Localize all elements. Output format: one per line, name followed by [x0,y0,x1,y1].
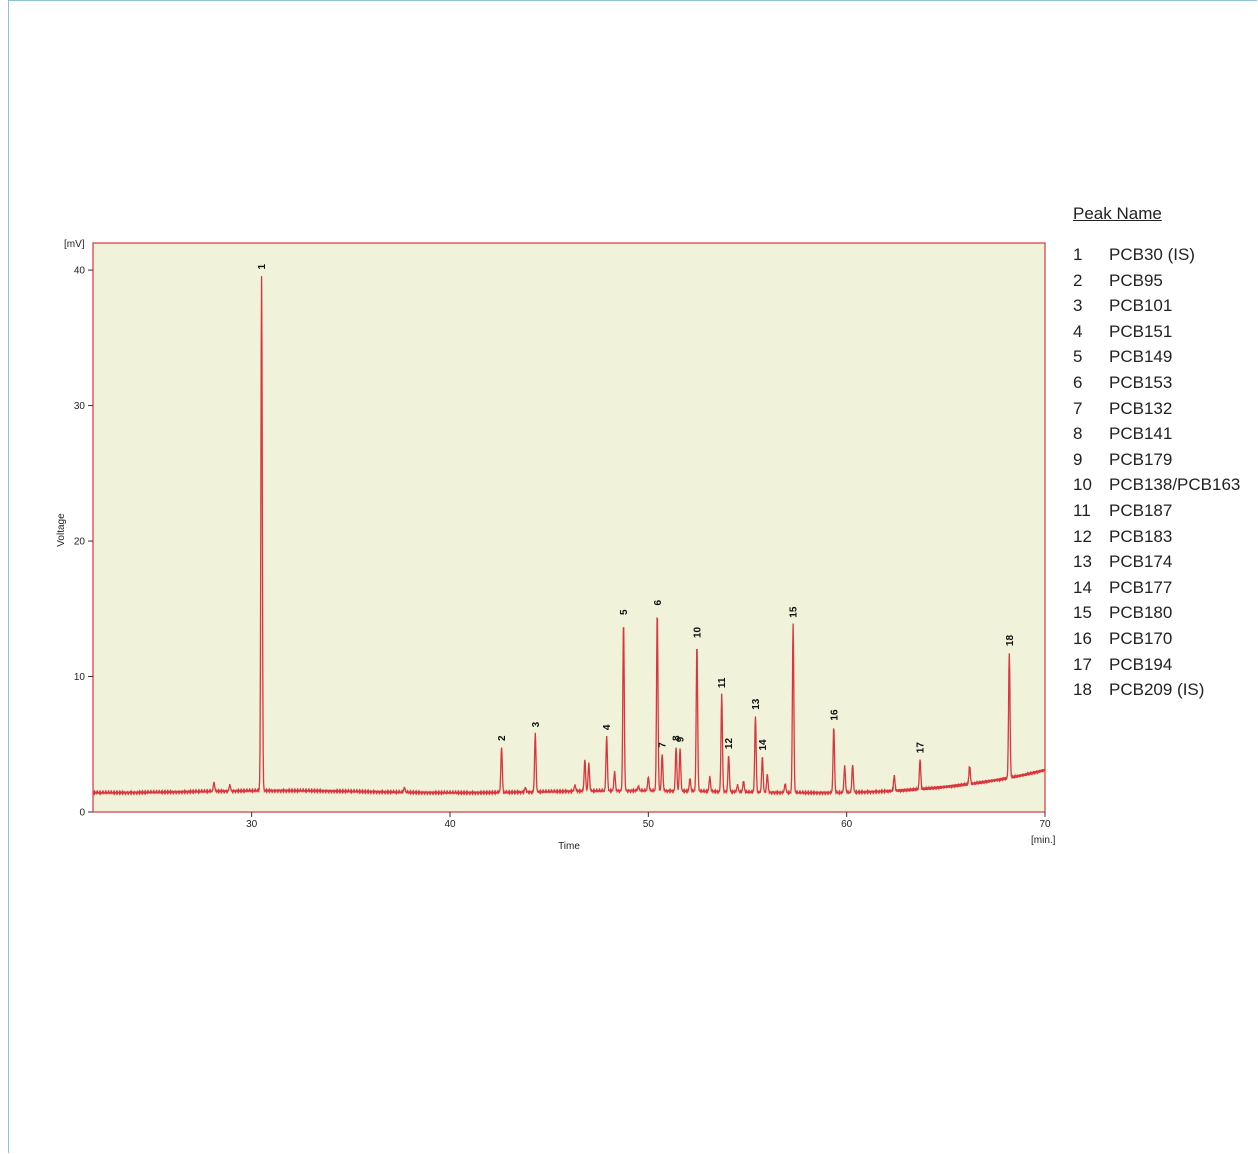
peak-label: 8 [672,735,683,741]
legend-item-name: PCB183 [1109,526,1173,546]
peak-label: 11 [717,677,728,688]
legend-item: 3 PCB101 [1073,293,1258,319]
legend-item-number: 6 [1073,372,1083,392]
y-axis-unit: [mV] [64,239,85,250]
x-axis-unit: [min.] [1031,835,1056,846]
legend-item: 10 PCB138/PCB163 [1073,472,1258,498]
legend-item-number: 3 [1073,296,1083,316]
x-tick-label: 50 [643,819,655,830]
legend-item-number: 11 [1073,500,1091,520]
peak-legend: Peak Name 1 PCB30 (IS) 2 PCB95 3 PCB101 4 PCB15… [1073,204,1258,703]
legend-item-number: 10 [1073,475,1092,495]
legend-item: 12 PCB183 [1073,524,1258,550]
y-axis-title: Voltage [56,513,67,547]
legend-item-name: PCB177 [1109,577,1173,597]
legend-item: 17 PCB194 [1073,652,1258,678]
legend-item-number: 7 [1073,398,1083,418]
peak-label: 9 [676,736,687,742]
x-axis-title: Time [558,841,580,852]
legend-item-name: PCB101 [1109,296,1173,316]
legend-item-number: 2 [1073,270,1083,290]
legend-item: 16 PCB170 [1073,626,1258,652]
peak-label: 18 [1005,635,1016,647]
legend-item: 4 PCB151 [1073,319,1258,345]
legend-item: 14 PCB177 [1073,575,1258,601]
legend-item: 15 PCB180 [1073,600,1258,626]
legend-item-name: PCB132 [1109,398,1173,418]
peak-label: 17 [916,742,927,754]
x-tick-label: 70 [1039,819,1051,830]
legend-item: 8 PCB141 [1073,421,1258,447]
legend-item-number: 12 [1073,526,1092,546]
legend-item-number: 5 [1073,347,1083,367]
peak-label: 7 [658,742,669,748]
peak-label: 1 [257,264,268,270]
legend-item-name: PCB174 [1109,552,1173,572]
x-tick-label: 40 [444,819,456,830]
y-tick-label: 40 [74,266,86,277]
peak-label: 13 [751,698,762,710]
legend-item-number: 8 [1073,424,1083,444]
legend-item: 13 PCB174 [1073,549,1258,575]
y-tick-label: 0 [79,808,85,819]
legend-item-name: PCB194 [1109,654,1173,674]
peak-label: 6 [653,600,664,606]
peak-label: 5 [619,609,630,615]
peak-label: 14 [758,739,769,751]
legend-item-name: PCB180 [1109,603,1173,623]
legend-title: Peak Name [1073,204,1162,223]
legend-item: 2 PCB95 [1073,268,1258,294]
peak-label: 12 [724,738,735,750]
legend-item-name: PCB141 [1109,424,1173,444]
legend-item-name: PCB153 [1109,372,1173,392]
peak-label: 15 [789,606,800,618]
y-tick-label: 20 [74,537,86,548]
legend-item-name: PCB179 [1109,449,1173,469]
legend-item: 9 PCB179 [1073,447,1258,473]
legend-item-number: 18 [1073,680,1092,700]
legend-list: 1 PCB30 (IS) 2 PCB95 3 PCB101 4 PCB151 5 PCB149 6 P… [1073,242,1258,703]
peak-label: 16 [829,709,840,721]
legend-item-name: PCB187 [1109,500,1173,520]
legend-item-name: PCB209 (IS) [1109,680,1205,700]
legend-item-name: PCB138/PCB163 [1109,475,1241,495]
x-tick-label: 30 [246,819,258,830]
legend-item-name: PCB170 [1109,628,1173,648]
legend-item-name: PCB30 (IS) [1109,245,1195,264]
legend-item-number: 14 [1073,577,1092,597]
legend-item-number: 17 [1073,654,1092,674]
legend-item-number: 16 [1073,628,1092,648]
chromatogram-trace [92,276,1046,797]
peak-label: 3 [531,721,542,727]
y-tick-label: 30 [74,401,86,412]
peak-label: 10 [692,626,703,638]
legend-item-number: 15 [1073,603,1092,623]
x-tick-label: 60 [841,819,853,830]
legend-item: 7 PCB132 [1073,396,1258,422]
y-tick-label: 10 [74,672,86,683]
legend-item: 11 PCB187 [1073,498,1258,524]
legend-item: 5 PCB149 [1073,344,1258,370]
legend-item: 1 PCB30 (IS) [1073,242,1258,268]
legend-item: 6 PCB153 [1073,370,1258,396]
legend-item-number: 1 [1073,245,1083,264]
peak-label: 4 [602,724,613,730]
peak-label: 2 [497,735,508,741]
legend-item-number: 9 [1073,449,1083,469]
legend-item-number: 13 [1073,552,1092,572]
legend-item-name: PCB151 [1109,321,1173,341]
legend-item-name: PCB149 [1109,347,1173,367]
x-axis-ticks: 30 40 50 60 70 [246,812,1051,830]
page-frame [8,0,1257,1153]
legend-item-number: 4 [1073,321,1083,341]
y-axis-ticks: 0 10 20 30 40 [74,266,93,819]
plot-area [92,242,1046,813]
legend-item: 18 PCB209 (IS) [1073,677,1258,703]
legend-item-name: PCB95 [1109,270,1163,290]
